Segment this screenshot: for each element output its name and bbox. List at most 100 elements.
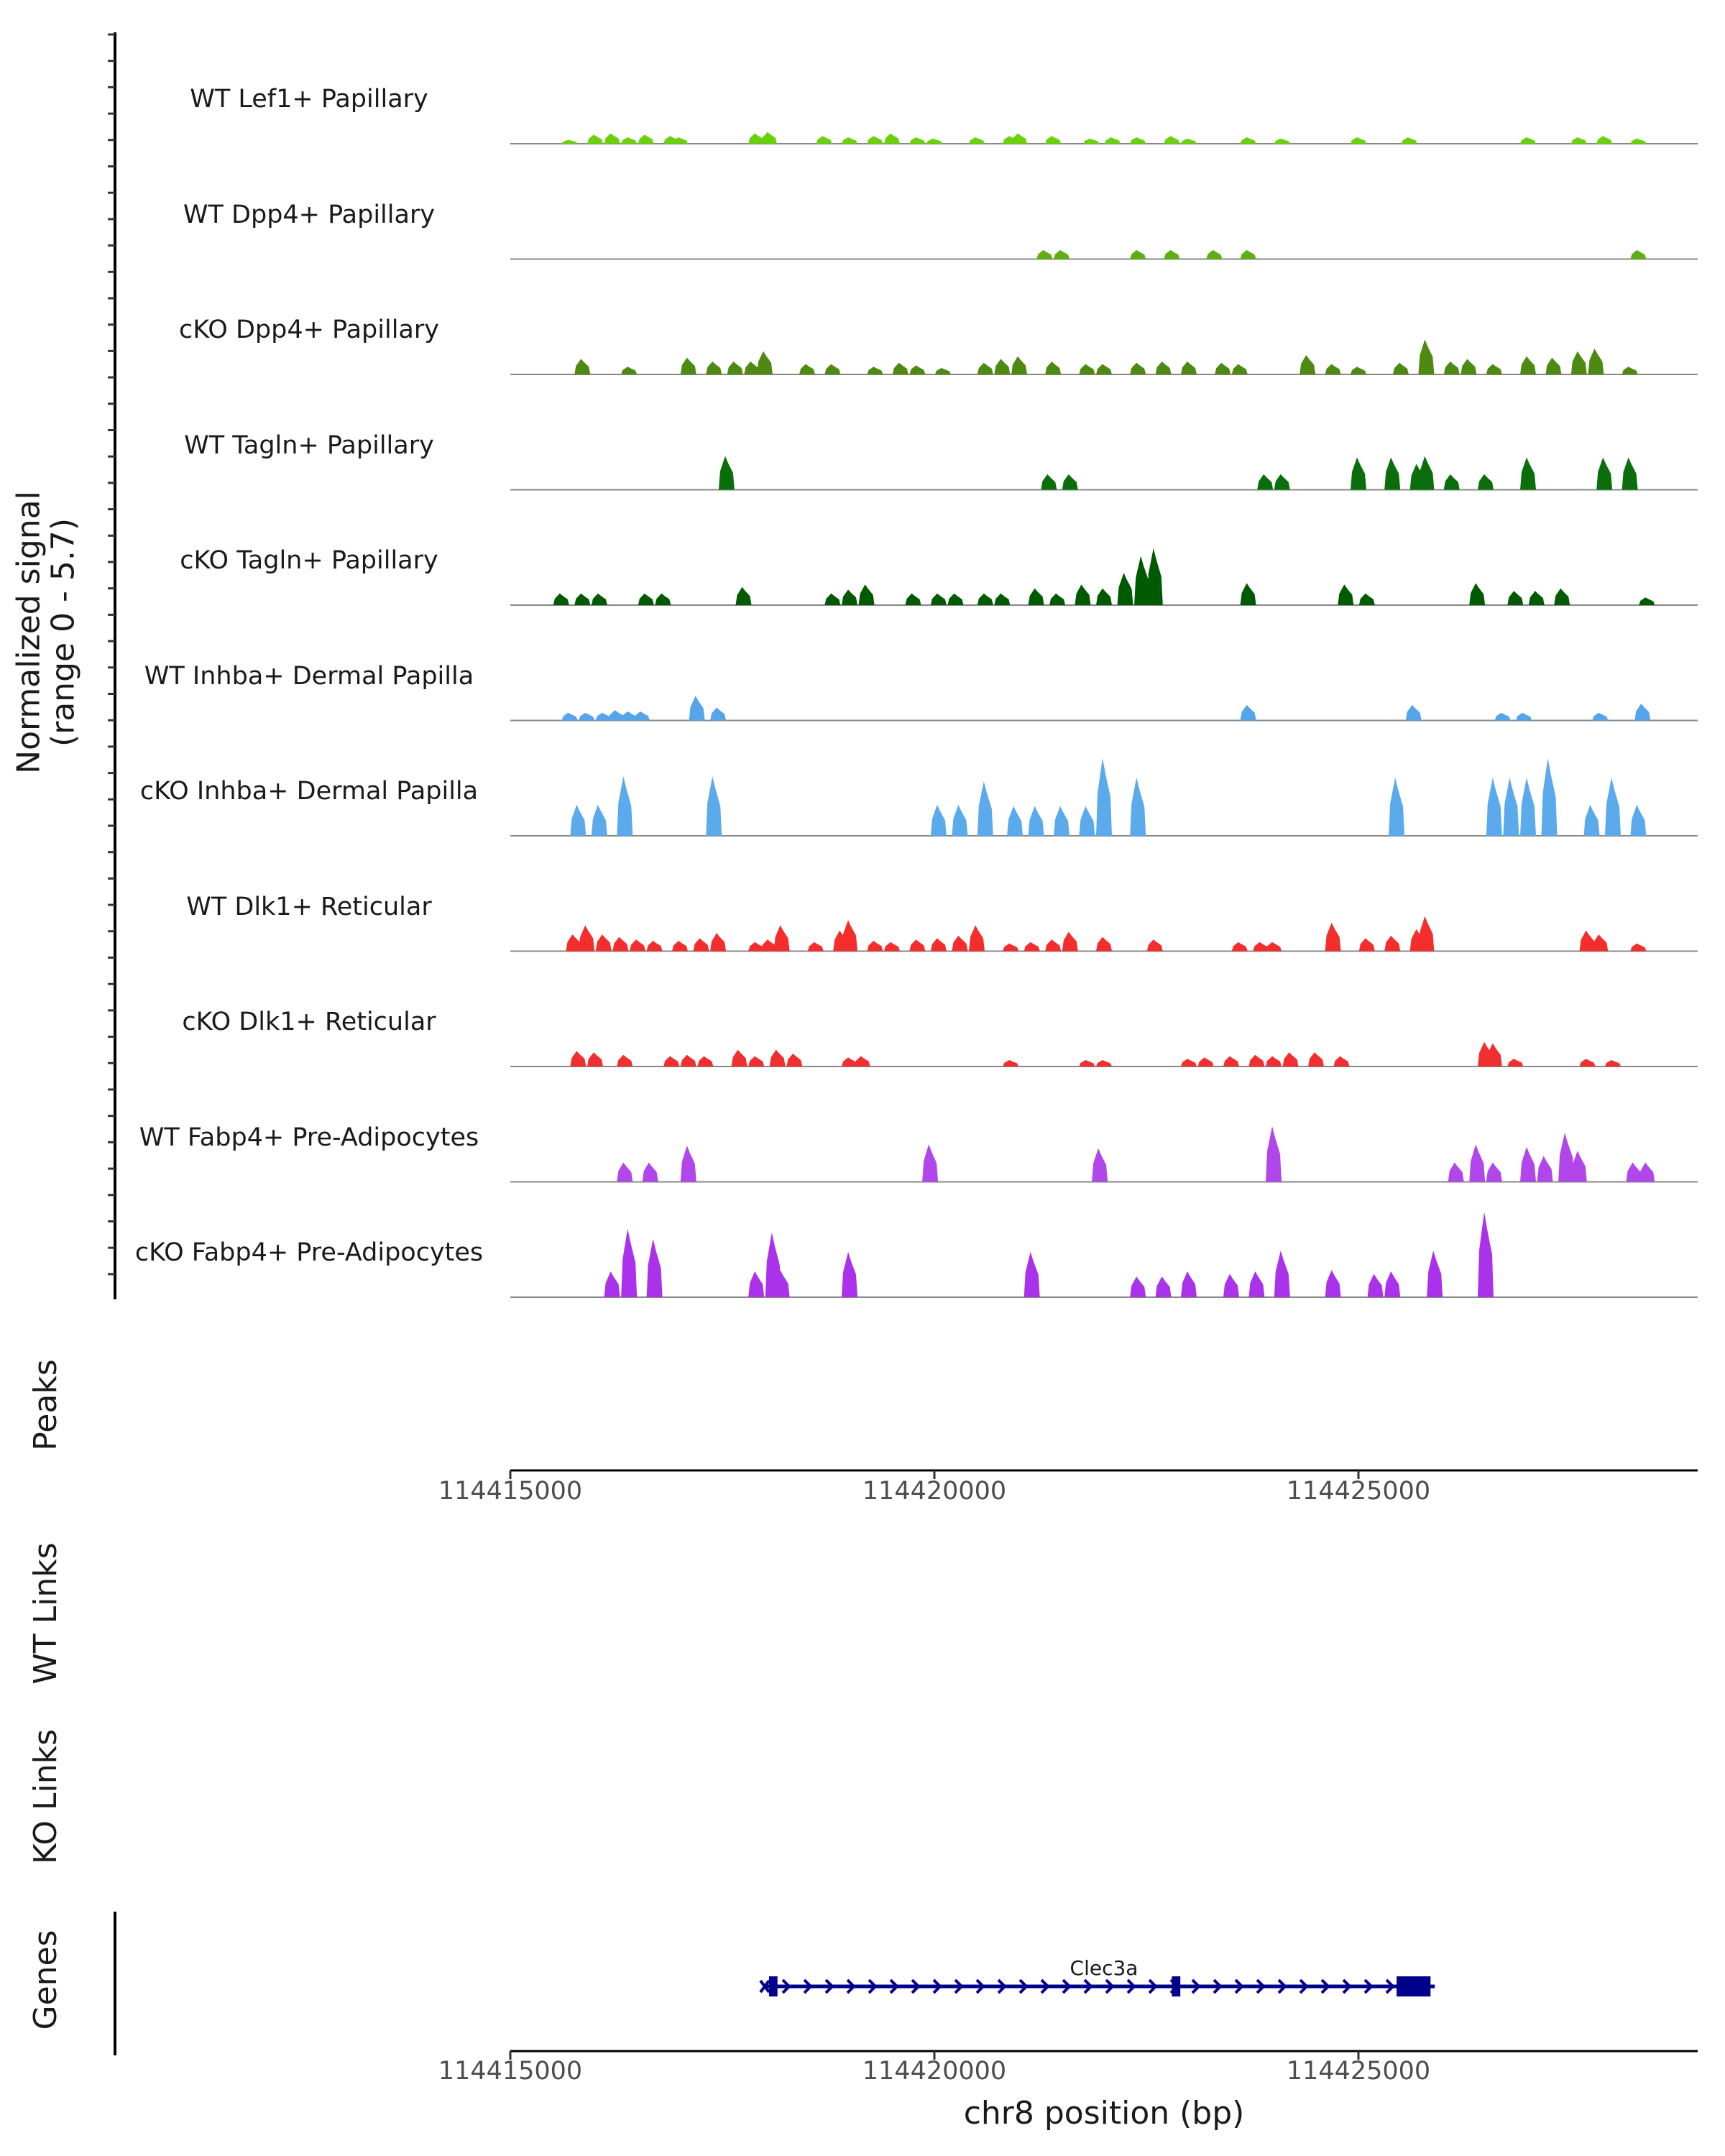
coverage-peak [1164,136,1180,144]
coverage-peak [1036,249,1053,259]
coverage-peak [1130,1276,1146,1297]
coverage-peak [1155,1276,1172,1297]
track-label: WT Dlk1+ Reticular [186,892,432,921]
coverage-peak [1469,583,1486,605]
coverage-peak [1351,367,1366,374]
coverage-peak [1384,1271,1401,1297]
coverage-peak [1028,588,1044,605]
coverage-peak [1041,474,1057,490]
coverage-peak [1486,1043,1502,1067]
gene-model [759,1976,1435,1996]
coverage-peak [1024,1252,1040,1297]
coverage-peak [842,137,857,144]
coverage-peak [706,361,722,374]
coverage-peak [1197,1057,1214,1067]
coverage-peak [570,804,586,836]
strand-arrow [1277,1978,1287,1994]
coverage-peak [1443,474,1460,490]
coverage-peak [1384,457,1401,490]
gene-exon [768,1976,778,1996]
coverage-peak [1605,1060,1621,1067]
coverage-peak [867,136,883,144]
x-axis-title: chr8 position (bp) [963,2095,1245,2132]
coverage-peak [680,1146,696,1182]
coverage-peak [842,1057,857,1067]
wt-links-track-title: WT Links [27,1542,64,1685]
coverage-peak [1325,1270,1341,1297]
coverage-peak [952,804,968,836]
coverage-peak [1155,361,1172,374]
coverage-peak [977,593,993,605]
coverage-peak [786,1054,803,1067]
coverage-peak [638,134,654,144]
strand-arrow [1126,1978,1136,1994]
coverage-peak [930,593,947,605]
coverage-peak [680,1054,696,1067]
coverage-peak [858,584,875,605]
coverage-peak [1639,597,1655,605]
coverage-peak [1181,138,1197,144]
coverage-peak [621,367,638,374]
coverage-peak [1130,778,1146,836]
coverage-peak [579,925,595,952]
coverage-peak [842,589,857,605]
coverage-peak [1367,1273,1384,1297]
track-2 [510,249,1698,260]
strand-arrow [1083,1978,1093,1994]
coverage-peak [748,941,765,952]
coverage-peak [1579,1059,1596,1067]
coverage-peak [1062,474,1078,490]
coverage-peak [1257,474,1274,490]
coverage-peak [1181,361,1197,374]
coverage-peak [595,934,612,952]
coverage-peak [1215,362,1231,374]
coverage-peak [727,361,743,374]
coverage-peak [1351,457,1366,490]
coverage-peak [930,938,947,952]
coverage-peak [1626,1162,1642,1182]
strand-arrow [781,1978,791,1994]
coverage-peak [1083,138,1100,144]
coverage-peak [1592,934,1609,952]
coverage-peak [633,711,650,721]
coverage-peak [1096,364,1112,374]
coverage-peak [1486,778,1502,836]
peaks-track-title: Peaks [27,1359,64,1451]
coverage-peak [807,941,824,952]
coverage-peak [1630,943,1647,952]
coverage-peak [1240,249,1256,259]
coverage-peak [621,137,638,144]
coverage-peak [799,364,815,374]
coverage-peak [1282,1052,1299,1067]
coverage-peak [977,781,993,836]
coverage-peak [824,593,841,605]
coverage-peak [1494,712,1511,721]
strand-arrow [1191,1978,1201,1994]
coverage-peak [1448,1162,1464,1182]
coverage-peak [842,920,857,952]
coverage-peak [1537,1156,1553,1182]
coverage-peak [1622,457,1638,490]
coverage-peak [1024,941,1040,952]
coverage-peak [1181,1059,1197,1067]
track-label: WT Tagln+ Papillary [184,430,434,460]
coverage-peak [952,935,968,952]
coverage-peak [1075,584,1091,605]
coverage-peak [744,361,760,374]
coverage-peak [1325,922,1341,952]
track-label: cKO Fabp4+ Pre-Adipocytes [134,1238,484,1267]
gene-x-tick-label-3: 114425000 [1286,2057,1431,2086]
track-label: cKO Tagln+ Papillary [180,546,438,575]
coverage-peak [934,368,951,374]
track-label: cKO Dpp4+ Papillary [179,315,439,344]
coverage-peak [1630,138,1647,144]
coverage-peak [1231,941,1248,952]
strand-arrow [911,1978,921,1994]
coverage-peak [1240,704,1256,721]
coverage-peak [706,776,722,836]
coverage-peak [1164,249,1180,259]
coverage-peak [1079,1060,1095,1067]
coverage-peak [1579,930,1596,952]
coverage-y-axis-title-line1: Normalized signal [10,491,47,774]
coverage-peak [1028,806,1044,836]
